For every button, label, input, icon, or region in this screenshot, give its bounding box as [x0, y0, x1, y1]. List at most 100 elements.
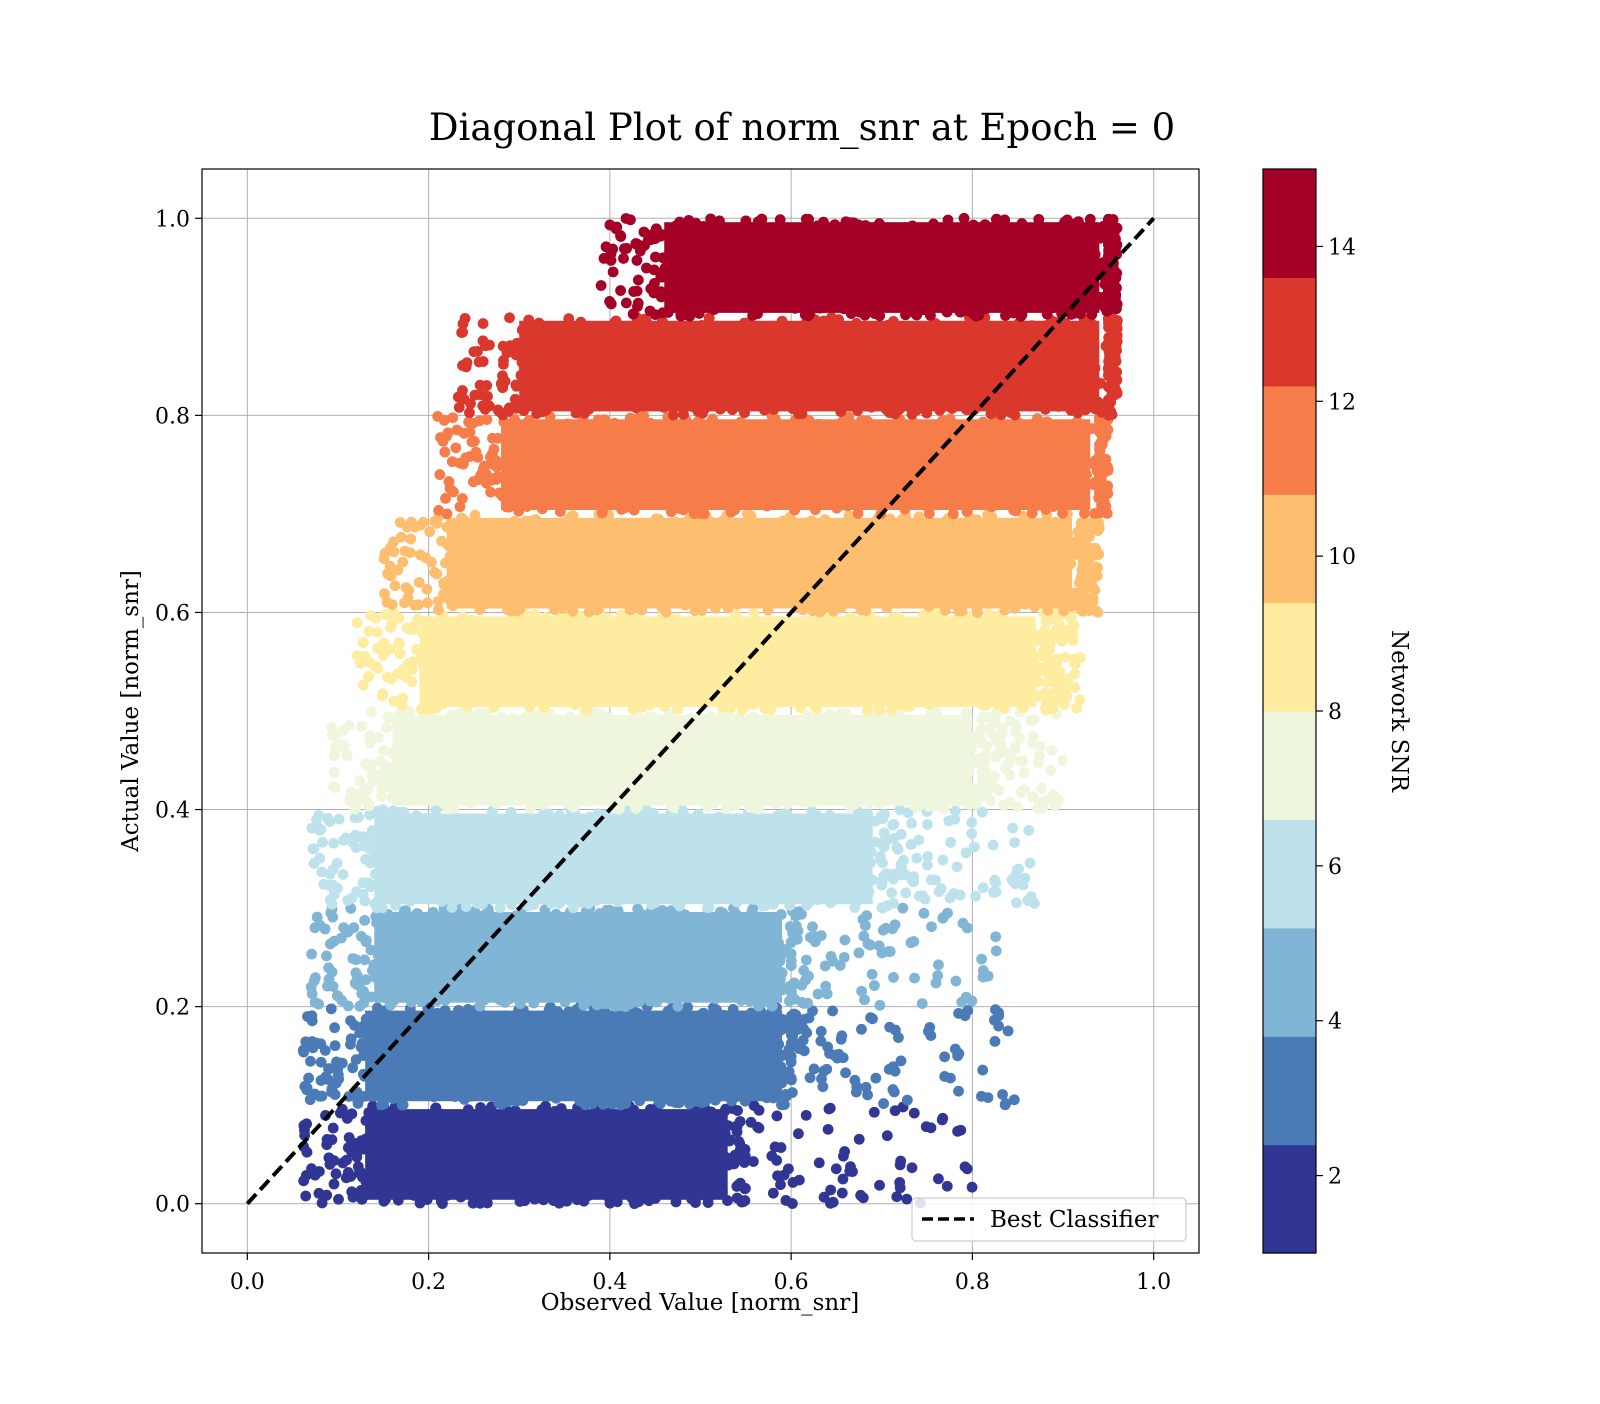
scatter-point [749, 979, 760, 990]
scatter-point [385, 915, 396, 926]
chart-title: Diagonal Plot of norm_snr at Epoch = 0 [429, 106, 1175, 150]
scatter-point [1037, 803, 1048, 814]
scatter-point [733, 579, 744, 590]
scatter-point [732, 1020, 743, 1031]
scatter-point [1038, 529, 1049, 540]
scatter-point [906, 556, 917, 567]
scatter-point [625, 605, 636, 616]
scatter-point [517, 1127, 528, 1138]
scatter-point [751, 676, 762, 687]
scatter-point [581, 1098, 592, 1109]
scatter-point [715, 1137, 726, 1148]
scatter-point [563, 650, 574, 661]
scatter-point [748, 1067, 759, 1078]
scatter-point [572, 1162, 583, 1173]
scatter-point [625, 1032, 636, 1043]
scatter-point [795, 856, 806, 867]
scatter-point [934, 886, 945, 897]
scatter-point [591, 749, 602, 760]
scatter-point [914, 511, 925, 522]
scatter-point [849, 1075, 860, 1086]
scatter-point [360, 896, 371, 907]
scatter-point [486, 769, 497, 780]
scatter-point [567, 775, 578, 786]
scatter-point [584, 560, 595, 571]
scatter-point [402, 522, 413, 533]
scatter-point [740, 740, 751, 751]
scatter-point [309, 975, 320, 986]
scatter-point [745, 802, 756, 813]
scatter-point [369, 898, 380, 909]
scatter-point [585, 763, 596, 774]
scatter-point [358, 986, 369, 997]
scatter-point [848, 554, 859, 565]
scatter-point [555, 871, 566, 882]
scatter-point [358, 637, 369, 648]
scatter-point [859, 994, 870, 1005]
scatter-point [506, 895, 517, 906]
scatter-point [912, 732, 923, 743]
scatter-point [1054, 619, 1065, 630]
scatter-point [405, 935, 416, 946]
scatter-point [483, 1039, 494, 1050]
scatter-point [396, 879, 407, 890]
scatter-point [503, 1088, 514, 1099]
scatter-point [442, 683, 453, 694]
scatter-point [983, 1092, 994, 1103]
scatter-point [814, 820, 825, 831]
scatter-point [622, 545, 633, 556]
scatter-point [914, 591, 925, 602]
scatter-point [520, 1145, 531, 1156]
scatter-point [298, 1175, 309, 1186]
scatter-point [975, 591, 986, 602]
scatter-point [838, 1052, 849, 1063]
scatter-point [787, 1198, 798, 1209]
scatter-point [675, 1149, 686, 1160]
scatter-point [378, 992, 389, 1003]
scatter-point [499, 779, 510, 790]
scatter-point [878, 925, 889, 936]
scatter-point [625, 655, 636, 666]
scatter-point [821, 602, 832, 613]
scatter-point [911, 719, 922, 730]
scatter-point [674, 935, 685, 946]
scatter-point [769, 920, 780, 931]
scatter-point [823, 1124, 834, 1135]
scatter-point [1061, 691, 1072, 702]
scatter-point [469, 877, 480, 888]
scatter-point [754, 1105, 765, 1116]
scatter-point [390, 580, 401, 591]
scatter-point [359, 841, 370, 852]
scatter-point [604, 577, 615, 588]
scatter-point [484, 914, 495, 925]
scatter-point [1010, 726, 1021, 737]
scatter-point [645, 673, 656, 684]
scatter-point [333, 1194, 344, 1205]
scatter-point [923, 1026, 934, 1037]
scatter-point [637, 689, 648, 700]
scatter-point [651, 965, 662, 976]
scatter-point [719, 1010, 730, 1021]
scatter-point [836, 602, 847, 613]
scatter-point [989, 771, 1000, 782]
scatter-point [617, 944, 628, 955]
scatter-point [685, 675, 696, 686]
scatter-point [528, 929, 539, 940]
scatter-point [895, 1156, 906, 1167]
scatter-point [530, 939, 541, 950]
scatter-point [845, 762, 856, 773]
scatter-point [699, 826, 710, 837]
scatter-point [804, 1013, 815, 1024]
scatter-point [903, 517, 914, 528]
scatter-point [933, 959, 944, 970]
scatter-point [884, 1064, 895, 1075]
scatter-point [634, 965, 645, 976]
scatter-point [804, 885, 815, 896]
scatter-point [460, 760, 471, 771]
scatter-point [467, 796, 478, 807]
scatter-point [649, 637, 660, 648]
scatter-series-band-7 [432, 411, 1113, 520]
scatter-point [993, 1007, 1004, 1018]
scatter-point [331, 1168, 342, 1179]
